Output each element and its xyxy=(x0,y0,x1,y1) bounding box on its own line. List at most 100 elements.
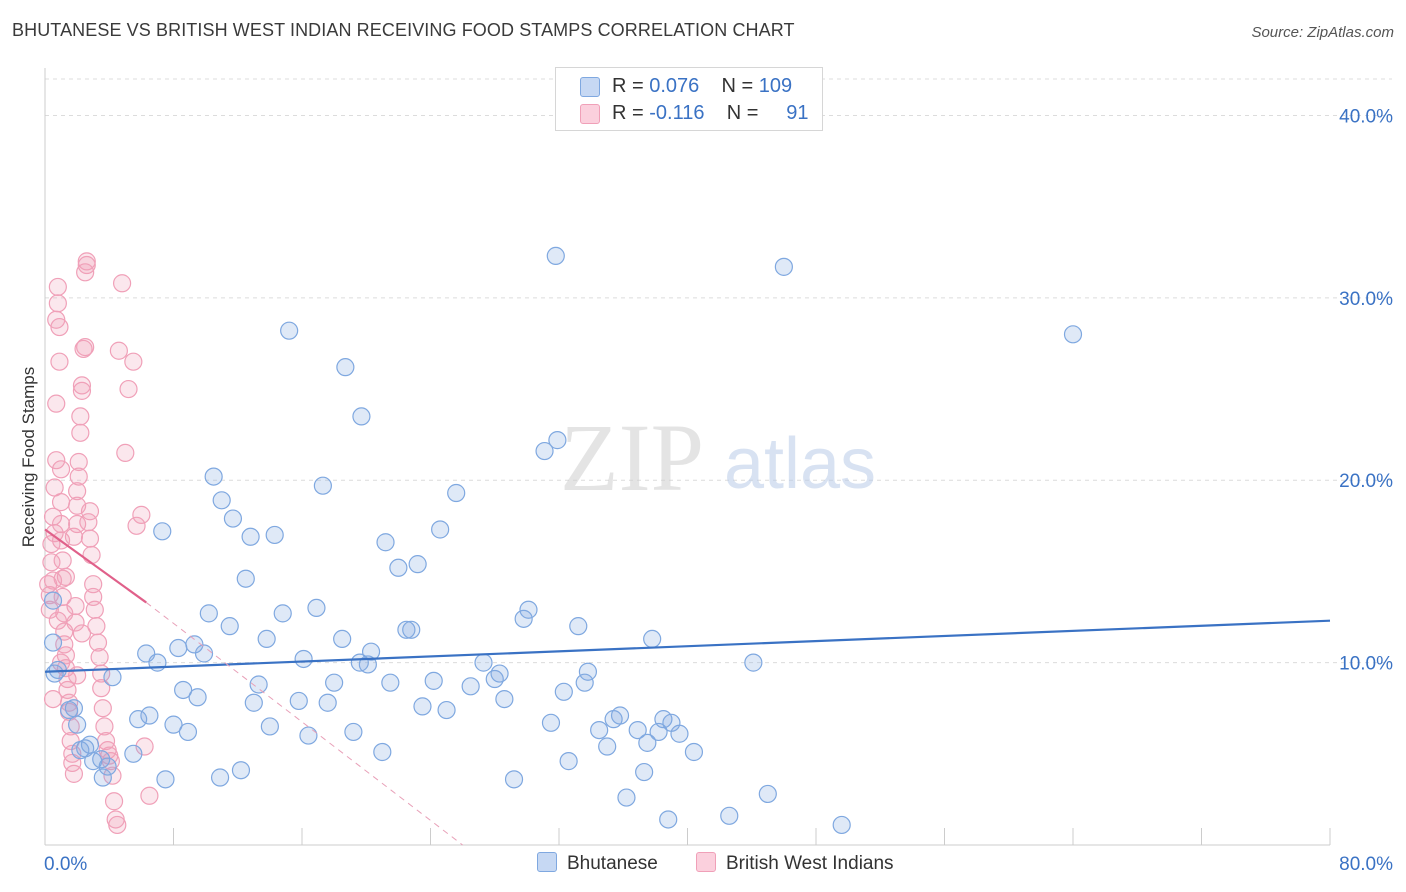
data-point-bhutanese xyxy=(744,653,763,672)
axes xyxy=(44,68,1331,846)
data-point-bhutanese xyxy=(241,527,260,546)
data-point-bhutanese xyxy=(361,642,381,661)
trend-line-british-west-indians xyxy=(44,528,147,604)
data-point-bhutanese xyxy=(485,669,504,689)
data-point-bhutanese xyxy=(638,733,657,752)
data-point-bhutanese xyxy=(474,653,493,672)
data-point-bhutanese xyxy=(832,815,851,835)
r-value: 0.076 xyxy=(649,75,700,97)
data-point-british-west-indians xyxy=(77,252,96,271)
data-point-bhutanese xyxy=(598,737,617,756)
data-point-bhutanese xyxy=(461,677,480,696)
legend-label: Bhutanese xyxy=(567,853,658,874)
data-point-bhutanese xyxy=(153,522,172,541)
data-point-bhutanese xyxy=(535,441,554,461)
data-point-bhutanese xyxy=(178,722,198,742)
data-point-bhutanese xyxy=(280,321,299,340)
data-point-bhutanese xyxy=(223,509,243,528)
data-point-british-west-indians xyxy=(109,341,128,360)
data-point-bhutanese xyxy=(129,710,148,729)
data-point-british-west-indians xyxy=(43,689,63,709)
data-point-british-west-indians xyxy=(88,633,108,652)
data-point-bhutanese xyxy=(352,407,371,426)
data-point-british-west-indians xyxy=(64,527,84,546)
data-point-bhutanese xyxy=(643,629,662,649)
data-point-bhutanese xyxy=(212,491,231,510)
data-point-bhutanese xyxy=(199,604,218,623)
data-point-bhutanese xyxy=(257,629,276,649)
watermark: ZIP atlas xyxy=(560,404,876,511)
data-point-bhutanese xyxy=(389,558,408,577)
data-point-bhutanese xyxy=(635,762,654,782)
data-point-british-west-indians xyxy=(90,648,109,667)
data-point-british-west-indians xyxy=(72,624,92,643)
data-point-british-west-indians xyxy=(71,423,90,442)
data-point-bhutanese xyxy=(578,662,598,681)
y-tick-label: 20.0% xyxy=(1339,471,1393,492)
data-point-bhutanese xyxy=(265,525,284,545)
data-point-british-west-indians xyxy=(42,534,61,554)
legend-correlation: R = 0.076 N = 109 R = -0.116 N = 91 xyxy=(555,67,823,131)
data-point-bhutanese xyxy=(431,520,450,539)
data-point-british-west-indians xyxy=(56,567,75,587)
data-point-bhutanese xyxy=(188,688,207,707)
data-point-british-west-indians xyxy=(124,352,143,371)
data-point-bhutanese xyxy=(220,617,239,636)
data-point-bhutanese xyxy=(344,722,363,742)
data-point-bhutanese xyxy=(628,720,647,740)
data-point-bhutanese xyxy=(408,555,427,574)
y-tick-label: 30.0% xyxy=(1339,289,1393,310)
data-point-british-west-indians xyxy=(53,569,72,588)
n-label: N = xyxy=(726,102,759,124)
data-point-british-west-indians xyxy=(108,815,127,835)
legend-item-british-west-indians: British West Indians xyxy=(696,852,894,875)
data-point-british-west-indians xyxy=(51,514,71,534)
data-point-bhutanese xyxy=(236,569,255,588)
data-point-british-west-indians xyxy=(71,407,90,426)
data-point-bhutanese xyxy=(169,638,188,658)
r-label: R = xyxy=(612,102,644,124)
data-point-bhutanese xyxy=(336,358,355,377)
data-point-bhutanese xyxy=(273,604,292,623)
data-point-british-west-indians xyxy=(47,394,66,413)
data-point-bhutanese xyxy=(260,717,279,736)
data-point-bhutanese xyxy=(514,609,533,628)
data-point-bhutanese xyxy=(720,806,739,825)
y-tick-labels: 10.0% 20.0% 30.0% 40.0% xyxy=(1339,106,1393,674)
data-point-bhutanese xyxy=(504,770,524,789)
data-point-bhutanese xyxy=(68,715,87,734)
chart-title: BHUTANESE VS BRITISH WEST INDIAN RECEIVI… xyxy=(12,20,795,40)
data-point-british-west-indians xyxy=(72,376,92,395)
data-point-british-west-indians xyxy=(66,596,85,616)
data-point-bhutanese xyxy=(103,668,122,687)
data-point-british-west-indians xyxy=(92,679,111,698)
data-point-bhutanese xyxy=(156,770,175,789)
data-point-british-west-indians xyxy=(69,467,88,486)
n-value: 109 xyxy=(758,75,793,97)
data-point-british-west-indians xyxy=(64,764,84,783)
legend-swatch-bhutanese xyxy=(537,852,557,872)
data-point-bhutanese xyxy=(397,620,416,639)
data-point-british-west-indians xyxy=(85,600,104,619)
data-point-bhutanese xyxy=(437,700,456,720)
data-point-british-west-indians xyxy=(135,737,154,756)
data-point-british-west-indians xyxy=(112,274,132,293)
data-point-bhutanese xyxy=(164,715,183,734)
data-point-bhutanese xyxy=(299,726,318,745)
series-british-west-indians xyxy=(39,252,159,835)
data-point-bhutanese xyxy=(413,697,432,716)
source-label: Source: ZipAtlas.com xyxy=(1251,24,1394,41)
data-point-bhutanese xyxy=(325,673,344,692)
data-point-british-west-indians xyxy=(51,493,71,512)
data-point-bhutanese xyxy=(76,739,95,758)
data-point-british-west-indians xyxy=(72,381,92,400)
data-point-bhutanese xyxy=(617,788,636,807)
data-point-british-west-indians xyxy=(68,482,87,501)
data-point-british-west-indians xyxy=(132,505,151,524)
data-point-bhutanese xyxy=(92,750,111,769)
data-point-bhutanese xyxy=(684,742,704,762)
data-point-bhutanese xyxy=(140,706,159,725)
data-point-british-west-indians xyxy=(127,516,146,535)
data-point-british-west-indians xyxy=(80,502,100,521)
